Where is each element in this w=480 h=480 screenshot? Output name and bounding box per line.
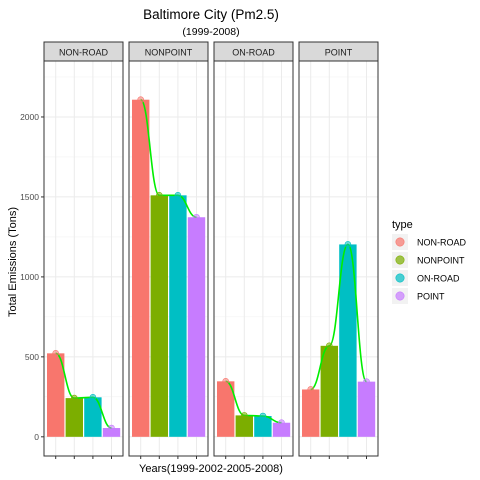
bar-nonpoint-2005 — [169, 195, 187, 437]
bar-nonpoint-1999 — [132, 99, 150, 437]
data-point — [156, 192, 163, 199]
data-point — [325, 342, 333, 350]
bar-on-road-2008 — [272, 422, 291, 437]
data-point — [259, 412, 267, 420]
y-tick-label: 500 — [25, 352, 39, 362]
bar-point-2005 — [339, 244, 357, 437]
bar-non-road-2002 — [65, 398, 83, 437]
facet-strip — [298, 41, 379, 62]
smooth-line — [310, 243, 368, 391]
data-point — [344, 241, 352, 248]
legend-entry-label: POINT — [417, 292, 445, 302]
facet-panel: POINT — [298, 41, 379, 459]
x-axis-label: Years(1999-2002-2005-2008) — [139, 463, 283, 475]
bar-point-1999 — [302, 389, 320, 437]
data-point — [241, 412, 248, 419]
legend-key — [395, 273, 405, 283]
bar-on-road-2005 — [254, 416, 272, 437]
data-point — [278, 419, 285, 427]
y-tick-label: 1500 — [20, 192, 39, 202]
bar-nonpoint-2008 — [187, 217, 206, 437]
bar-nonpoint-2002 — [150, 195, 168, 437]
data-point — [193, 213, 200, 221]
facet-strip-label: POINT — [325, 48, 353, 58]
facet-strip — [128, 41, 209, 62]
facet-strip-label: ON-ROAD — [232, 48, 275, 58]
chart-title: Baltimore City (Pm2.5) — [143, 7, 279, 22]
data-point — [52, 350, 60, 357]
facet-panel: NON-ROAD — [43, 41, 124, 459]
data-point — [71, 394, 78, 402]
facet-panel: ON-ROAD — [213, 41, 294, 459]
facet-strip-label: NON-ROAD — [59, 48, 108, 58]
facet-panels: NON-ROAD NONPOINT ON-ROAD POINT — [43, 41, 379, 459]
legend-title: type — [392, 219, 413, 231]
y-axis-label: Total Emissions (Tons) — [7, 207, 19, 317]
bar-on-road-2002 — [235, 415, 253, 437]
legend-entry-label: NONPOINT — [417, 256, 465, 266]
smooth-line — [139, 98, 197, 219]
bar-non-road-2005 — [84, 397, 102, 437]
smooth-line — [225, 380, 282, 424]
data-point — [363, 378, 370, 385]
data-point — [108, 424, 115, 432]
legend-key — [395, 237, 405, 247]
facet-strip — [213, 41, 294, 62]
y-tick-label: 1000 — [20, 272, 39, 282]
chart-subtitle: (1999-2008) — [182, 26, 239, 38]
bar-non-road-2008 — [102, 428, 121, 437]
data-point — [137, 96, 144, 104]
facet-strip-label: NONPOINT — [145, 48, 193, 58]
legend-entry-label: ON-ROAD — [417, 274, 460, 284]
legend-key — [395, 255, 405, 265]
bar-point-2008 — [357, 381, 376, 437]
y-axis: 0 500 1000 1500 2000 — [20, 112, 44, 442]
facet-panel: NONPOINT — [128, 41, 209, 459]
y-tick-label: 2000 — [20, 112, 39, 122]
facet-strip — [43, 41, 124, 62]
legend: type NON-ROAD NONPOINT ON-ROAD POINT — [392, 219, 466, 304]
smooth-line — [55, 352, 112, 429]
data-point — [89, 394, 97, 401]
data-point — [222, 378, 229, 385]
bar-on-road-1999 — [217, 381, 235, 437]
data-point — [174, 192, 182, 199]
data-point — [307, 386, 315, 393]
legend-entry-label: NON-ROAD — [417, 238, 466, 248]
bar-point-2002 — [320, 345, 338, 437]
y-tick-label: 0 — [34, 432, 39, 442]
legend-key — [395, 291, 405, 301]
bar-non-road-1999 — [47, 353, 65, 437]
